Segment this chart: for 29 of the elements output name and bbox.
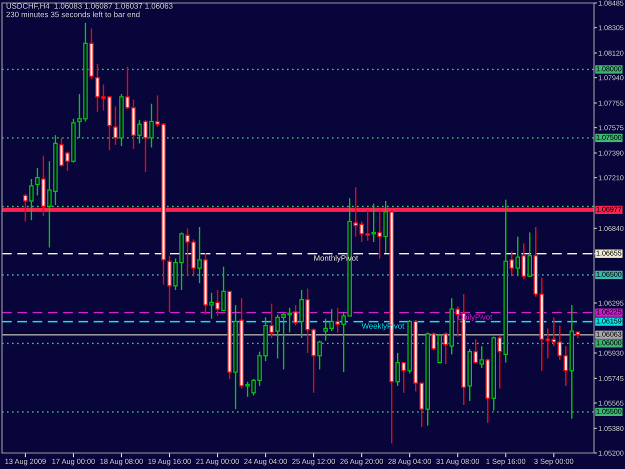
- candlestick: [317, 340, 322, 370]
- candlestick: [521, 242, 526, 280]
- candlestick: [299, 289, 304, 339]
- candlestick: [443, 332, 448, 365]
- candlestick: [473, 338, 478, 364]
- candlestick: [29, 178, 34, 221]
- candlestick: [401, 362, 406, 394]
- candlestick: [497, 334, 502, 390]
- candlestick: [431, 332, 436, 351]
- candlestick: [143, 119, 148, 173]
- candlestick: [335, 307, 340, 334]
- candlestick: [395, 352, 400, 387]
- candlestick: [149, 102, 154, 148]
- candlestick: [269, 302, 274, 339]
- candlestick: [23, 193, 28, 222]
- candlestick: [293, 304, 298, 326]
- candlestick: [479, 345, 484, 369]
- candlestick: [527, 232, 532, 277]
- candlestick: [215, 289, 220, 317]
- candlestick: [113, 106, 118, 146]
- candlestick: [377, 210, 382, 260]
- candlestick: [35, 167, 40, 196]
- candlestick: [137, 119, 142, 144]
- candlestick: [221, 266, 226, 312]
- candlestick: [509, 250, 514, 277]
- candlestick: [197, 226, 202, 284]
- candlestick: [515, 236, 520, 277]
- candlestick: [371, 202, 376, 243]
- candlestick: [209, 292, 214, 320]
